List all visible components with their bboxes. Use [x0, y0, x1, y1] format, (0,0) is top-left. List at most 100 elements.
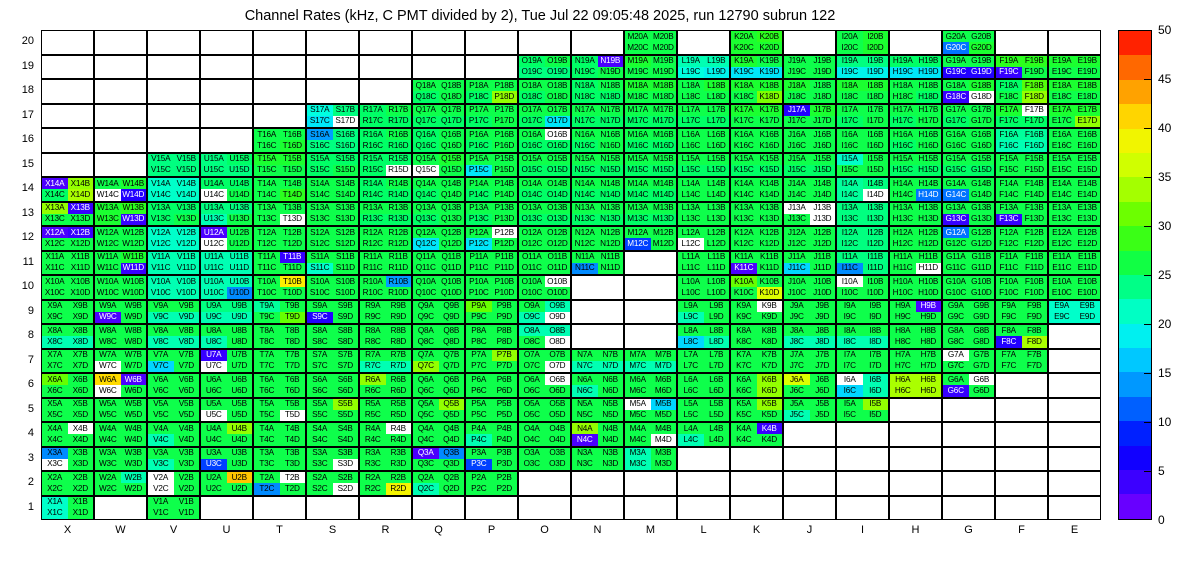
channel-subcell: H12D	[915, 238, 941, 250]
heatmap-cell-empty	[465, 30, 518, 55]
channel-subcell: W9D	[120, 311, 146, 323]
channel-subcell: F9A	[996, 300, 1022, 312]
channel-subcell: Q12A	[413, 227, 439, 239]
heatmap-cell-empty	[783, 422, 836, 447]
channel-subcell: V13C	[148, 213, 174, 225]
channel-subcell: N18A	[572, 80, 598, 92]
heatmap-cell: L18A L18B L18C L18D	[677, 79, 730, 104]
channel-subcell: O7C	[519, 360, 545, 372]
channel-subcell: V7A	[148, 349, 174, 361]
x-axis-label: L	[700, 524, 707, 536]
heatmap-cell: F10A F10B F10C F10D	[995, 275, 1048, 300]
channel-subcell: U3A	[201, 447, 227, 459]
channel-subcell: T9D	[279, 311, 305, 323]
channel-subcell: L17B	[703, 104, 729, 116]
channel-subcell: Q3A	[413, 447, 439, 459]
heatmap-cell: V9A V9B V9C V9D	[147, 299, 200, 324]
heatmap-cell-empty	[624, 275, 677, 300]
channel-subcell: X12B	[67, 227, 93, 239]
channel-subcell: T10B	[279, 276, 305, 288]
channel-subcell: L19B	[703, 55, 729, 67]
channel-subcell: P11A	[466, 251, 492, 263]
channel-subcell: F18C	[996, 91, 1022, 103]
channel-subcell: V5A	[148, 398, 174, 410]
channel-subcell: R11A	[360, 251, 386, 263]
colorbar-tick-mark	[1144, 79, 1152, 80]
channel-subcell: E18C	[1049, 91, 1075, 103]
heatmap-cell: R11A R11B R11C R11D	[359, 250, 412, 275]
channel-subcell: E11D	[1074, 262, 1100, 274]
heatmap-cell: P9A P9B P9C P9D	[465, 299, 518, 324]
channel-subcell: J7D	[809, 360, 835, 372]
channel-subcell: O16A	[519, 129, 545, 141]
channel-subcell: Q6D	[438, 385, 464, 397]
channel-subcell: T14B	[279, 178, 305, 190]
channel-subcell: S8B	[332, 325, 358, 337]
channel-subcell: H19D	[915, 66, 941, 78]
channel-subcell: U11C	[201, 262, 227, 274]
heatmap-cell-empty	[147, 79, 200, 104]
channel-subcell: N6D	[597, 385, 623, 397]
heatmap-cell: R15A R15B R15C R15D	[359, 152, 412, 177]
channel-subcell: R5C	[360, 409, 386, 421]
channel-subcell: M4D	[650, 434, 676, 446]
channel-subcell: X5A	[42, 398, 68, 410]
channel-subcell: O4C	[519, 434, 545, 446]
channel-subcell: K6C	[731, 385, 757, 397]
channel-subcell: V13A	[148, 202, 174, 214]
channel-subcell: S14D	[332, 189, 358, 201]
channel-subcell: T10C	[254, 287, 280, 299]
channel-subcell: H19B	[915, 55, 941, 67]
channel-subcell: W5A	[95, 398, 121, 410]
heatmap-cell-empty	[306, 30, 359, 55]
channel-subcell: M17D	[650, 115, 676, 127]
channel-subcell: P10C	[466, 287, 492, 299]
channel-subcell: J18D	[809, 91, 835, 103]
channel-subcell: E17A	[1049, 104, 1075, 116]
channel-subcell: U14D	[226, 189, 252, 201]
channel-subcell: I5C	[837, 409, 863, 421]
heatmap-cell-empty	[41, 103, 94, 128]
heatmap-cell: U11A U11B U11C U11D	[200, 250, 253, 275]
channel-subcell: J19A	[784, 55, 810, 67]
channel-subcell: V3C	[148, 458, 174, 470]
heatmap-cell: Q7A Q7B Q7C Q7D	[412, 348, 465, 373]
channel-subcell: K19A	[731, 55, 757, 67]
heatmap-cell: F13A F13B F13C F13D	[995, 201, 1048, 226]
heatmap-cell: X2A X2B X2C X2D	[41, 471, 94, 496]
channel-subcell: P14B	[491, 178, 517, 190]
channel-subcell: X12D	[67, 238, 93, 250]
channel-subcell: O15B	[544, 153, 570, 165]
channel-subcell: O11A	[519, 251, 545, 263]
channel-subcell: U12B	[226, 227, 252, 239]
channel-subcell: M20D	[650, 42, 676, 54]
channel-subcell: O5D	[544, 409, 570, 421]
heatmap-cell: O11A O11B O11C O11D	[518, 250, 571, 275]
channel-subcell: T12D	[279, 238, 305, 250]
heatmap-cell: P17A P17B P17C P17D	[465, 103, 518, 128]
channel-subcell: G18C	[943, 91, 969, 103]
x-axis-label: W	[115, 524, 126, 536]
channel-subcell: S6C	[307, 385, 333, 397]
heatmap-cell: U13A U13B U13C U13D	[200, 201, 253, 226]
channel-subcell: Q9A	[413, 300, 439, 312]
channel-subcell: J8C	[784, 336, 810, 348]
y-axis-label: 16	[21, 133, 34, 146]
heatmap-cell: I18A I18B I18C I18D	[836, 79, 889, 104]
channel-subcell: S8D	[332, 336, 358, 348]
channel-subcell: R16B	[385, 129, 411, 141]
channel-subcell: K4D	[756, 434, 782, 446]
channel-subcell: O10D	[544, 287, 570, 299]
channel-subcell: T9A	[254, 300, 280, 312]
heatmap-cell: K14A K14B K14C K14D	[730, 177, 783, 202]
x-axis-label: H	[911, 524, 920, 536]
heatmap-cell-empty	[889, 471, 942, 496]
channel-subcell: O4A	[519, 423, 545, 435]
channel-subcell: Q16D	[438, 140, 464, 152]
channel-subcell: V12B	[173, 227, 199, 239]
channel-subcell: U5B	[226, 398, 252, 410]
heatmap-cell: E18A E18B E18C E18D	[1048, 79, 1101, 104]
channel-subcell: R17B	[385, 104, 411, 116]
channel-subcell: W14A	[95, 178, 121, 190]
channel-subcell: U11B	[226, 251, 252, 263]
